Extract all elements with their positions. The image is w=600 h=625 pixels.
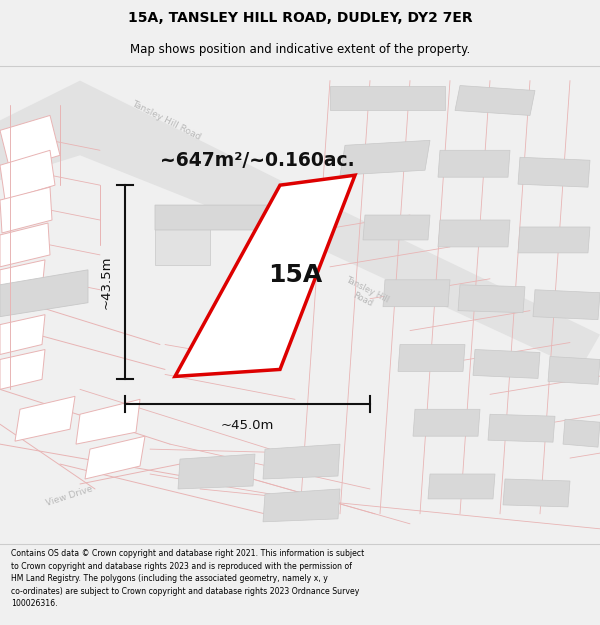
Polygon shape [383, 280, 450, 307]
Text: Contains OS data © Crown copyright and database right 2021. This information is : Contains OS data © Crown copyright and d… [11, 549, 364, 609]
Polygon shape [0, 270, 88, 317]
Text: Tansley Hill
Road: Tansley Hill Road [340, 276, 391, 314]
Text: View Drive: View Drive [45, 484, 94, 508]
Polygon shape [0, 116, 60, 170]
Polygon shape [0, 150, 55, 200]
Polygon shape [175, 175, 355, 376]
Polygon shape [0, 260, 45, 300]
Polygon shape [398, 344, 465, 371]
Polygon shape [263, 444, 340, 479]
Polygon shape [473, 349, 540, 378]
Polygon shape [563, 419, 600, 447]
Polygon shape [488, 414, 555, 442]
Polygon shape [263, 489, 340, 522]
Polygon shape [428, 474, 495, 499]
Text: ~647m²/~0.160ac.: ~647m²/~0.160ac. [160, 151, 355, 170]
Polygon shape [503, 479, 570, 507]
Polygon shape [438, 150, 510, 178]
Polygon shape [330, 86, 445, 111]
Text: 15A, TANSLEY HILL ROAD, DUDLEY, DY2 7ER: 15A, TANSLEY HILL ROAD, DUDLEY, DY2 7ER [128, 11, 472, 25]
Polygon shape [413, 409, 480, 436]
Polygon shape [0, 187, 52, 233]
Polygon shape [290, 195, 600, 369]
Polygon shape [0, 314, 45, 354]
Polygon shape [533, 290, 600, 319]
Polygon shape [155, 205, 290, 230]
Polygon shape [15, 396, 75, 441]
Polygon shape [178, 454, 255, 489]
Polygon shape [548, 356, 600, 384]
Text: 15A: 15A [268, 262, 322, 287]
Polygon shape [518, 158, 590, 187]
Polygon shape [85, 436, 145, 479]
Polygon shape [155, 205, 290, 265]
Polygon shape [0, 349, 45, 389]
Polygon shape [340, 141, 430, 175]
Polygon shape [76, 399, 140, 444]
Text: ~45.0m: ~45.0m [221, 419, 274, 432]
Polygon shape [0, 223, 50, 267]
Polygon shape [455, 86, 535, 116]
Text: Tansley Hill Road: Tansley Hill Road [130, 99, 202, 142]
Polygon shape [438, 220, 510, 247]
Polygon shape [363, 215, 430, 240]
Text: ~43.5m: ~43.5m [100, 256, 113, 309]
Polygon shape [518, 227, 590, 253]
Polygon shape [0, 81, 310, 235]
Text: Map shows position and indicative extent of the property.: Map shows position and indicative extent… [130, 42, 470, 56]
Polygon shape [458, 285, 525, 312]
